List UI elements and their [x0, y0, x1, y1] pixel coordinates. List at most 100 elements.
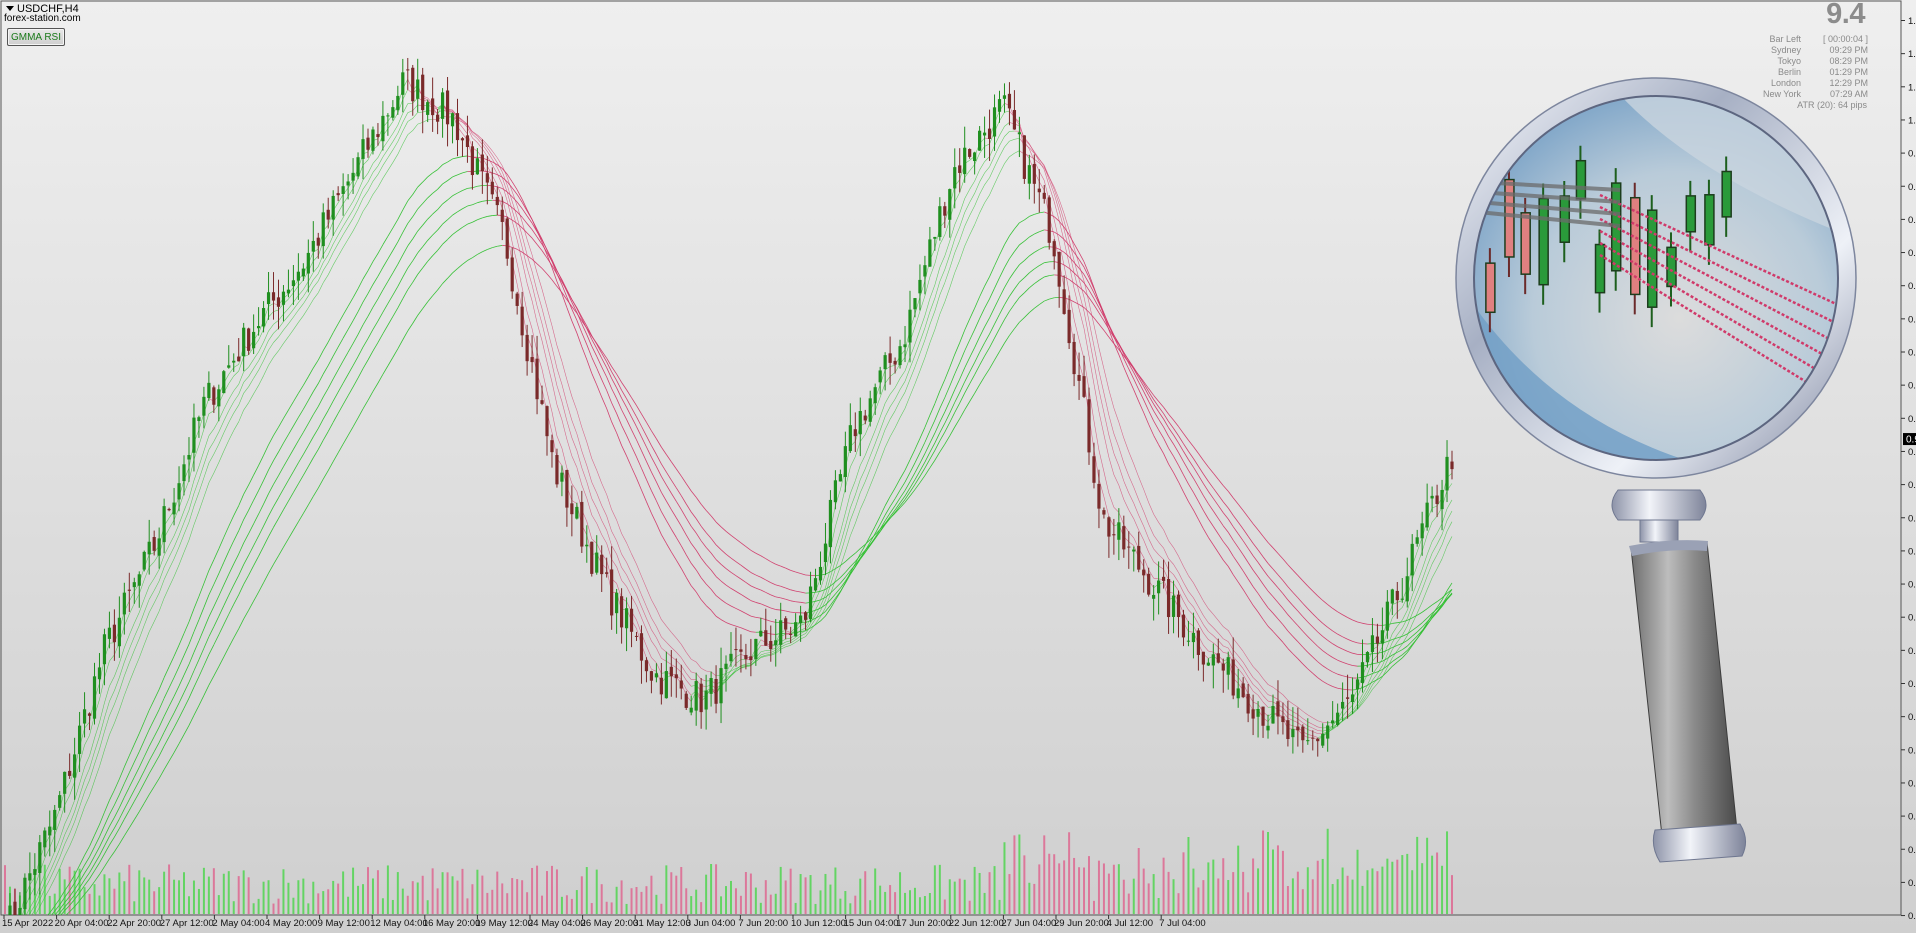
gmma-line-segment [437, 183, 443, 190]
gmma-line-segment [342, 329, 349, 339]
gmma-line-segment [124, 682, 130, 696]
gmma-line-segment [1168, 447, 1174, 457]
gmma-line-segment [89, 846, 95, 857]
gmma-line-segment [611, 421, 617, 434]
gmma-line-segment [352, 356, 359, 366]
gmma-line-segment [99, 836, 105, 848]
gmma-line-segment [1193, 597, 1199, 607]
gmma-line-segment [636, 605, 642, 618]
gmma-line-segment [879, 429, 886, 444]
gmma-line-segment [1337, 659, 1343, 663]
gmma-line-segment [675, 559, 682, 569]
gmma-line-segment [536, 263, 543, 269]
candle-body [764, 630, 768, 646]
gmma-line-segment [959, 246, 965, 261]
time-tick-label: 2 May 04:00 [212, 918, 264, 929]
gmma-line-segment [49, 878, 55, 889]
gmma-line-segment [1411, 635, 1418, 642]
candle-body [987, 128, 992, 139]
gmma-line-segment [521, 235, 528, 256]
gmma-line-segment [661, 619, 667, 627]
gmma-line-segment [690, 490, 697, 498]
gmma-line-segment [1009, 139, 1015, 142]
gmma-line-segment [1327, 683, 1333, 687]
gmma-line-segment [1208, 518, 1214, 527]
gmma-line-segment [462, 187, 468, 191]
gmma-line-segment [810, 618, 816, 627]
gmma-line-segment [1302, 722, 1308, 727]
gmma-line-segment [1342, 715, 1348, 721]
candle-body [256, 326, 261, 329]
gmma-line-segment [775, 596, 781, 599]
gmma-line-segment [1426, 616, 1433, 623]
gmma-line-segment [298, 315, 304, 323]
gmma-line-segment [1019, 219, 1025, 224]
gmma-line-segment [1411, 601, 1418, 614]
gmma-line-segment [1078, 286, 1085, 292]
gmma-line-segment [606, 358, 612, 367]
gmma-line-segment [1188, 501, 1194, 511]
gmma-line-segment [248, 500, 254, 511]
candle-body [1370, 635, 1375, 652]
gmma-line-segment [238, 409, 244, 422]
gmma-line-segment [298, 513, 304, 522]
candle-body [112, 624, 116, 643]
gmma-line-segment [815, 616, 821, 625]
gmma-line-segment [372, 382, 379, 392]
gmma-line-segment [586, 521, 593, 539]
candle-body [23, 877, 27, 910]
gmma-line-segment [228, 367, 234, 375]
gmma-line-segment [576, 433, 583, 452]
gmma-line-segment [268, 460, 274, 471]
candle-body [818, 566, 823, 581]
gmma-line-segment [651, 629, 657, 638]
gmma-line-segment [128, 789, 135, 800]
candle-body [1092, 456, 1096, 483]
gmma-line-segment [531, 271, 538, 292]
gmma-line-segment [1039, 276, 1045, 281]
gmma-line-segment [646, 422, 652, 432]
gmma-line-segment [1446, 593, 1453, 599]
gmma-line-segment [248, 346, 254, 355]
candle-body [460, 138, 465, 141]
gmma-line-segment [924, 467, 931, 476]
symbol-title[interactable]: USDCHF,H4 [6, 3, 79, 15]
gmma-line-segment [178, 493, 185, 508]
gmma-line-segment [924, 415, 931, 428]
gmma-line-segment [183, 480, 190, 494]
gmma-line-segment [1262, 619, 1269, 627]
gmma-line-segment [879, 524, 886, 532]
candle-body [893, 360, 897, 365]
gmma-line-segment [417, 308, 424, 316]
gmma-line-segment [1163, 407, 1169, 415]
gmma-line-segment [397, 122, 404, 134]
gmma-line-segment [541, 308, 548, 329]
gmma-line-segment [815, 615, 821, 619]
gmma-rsi-button[interactable]: GMMA RSI [7, 28, 65, 46]
gmma-line-segment [720, 526, 727, 532]
gmma-line-segment [337, 314, 344, 325]
gmma-line-segment [1004, 235, 1010, 245]
gmma-line-segment [700, 540, 707, 548]
gmma-line-segment [1223, 626, 1229, 631]
gmma-line-segment [521, 251, 528, 257]
gmma-line-segment [1441, 545, 1448, 559]
price-tick-label: 1.00350 [1908, 82, 1916, 93]
gmma-line-segment [382, 157, 389, 166]
candle-body [1122, 526, 1126, 550]
gmma-line-segment [591, 346, 598, 357]
price-tick-label: 0.99065 [1908, 248, 1916, 259]
gmma-line-segment [561, 293, 568, 308]
gmma-line-segment [462, 127, 468, 135]
gmma-line-segment [551, 381, 558, 405]
gmma-line-segment [1039, 159, 1045, 166]
gmma-line-segment [233, 364, 239, 368]
gmma-line-segment [1004, 110, 1010, 113]
candle-body [127, 589, 131, 591]
gmma-line-segment [1352, 641, 1358, 644]
gmma-line-segment [1421, 565, 1428, 581]
gmma-line-segment [238, 584, 245, 595]
session-time: [ 00:00:04 ] [1822, 34, 1868, 44]
